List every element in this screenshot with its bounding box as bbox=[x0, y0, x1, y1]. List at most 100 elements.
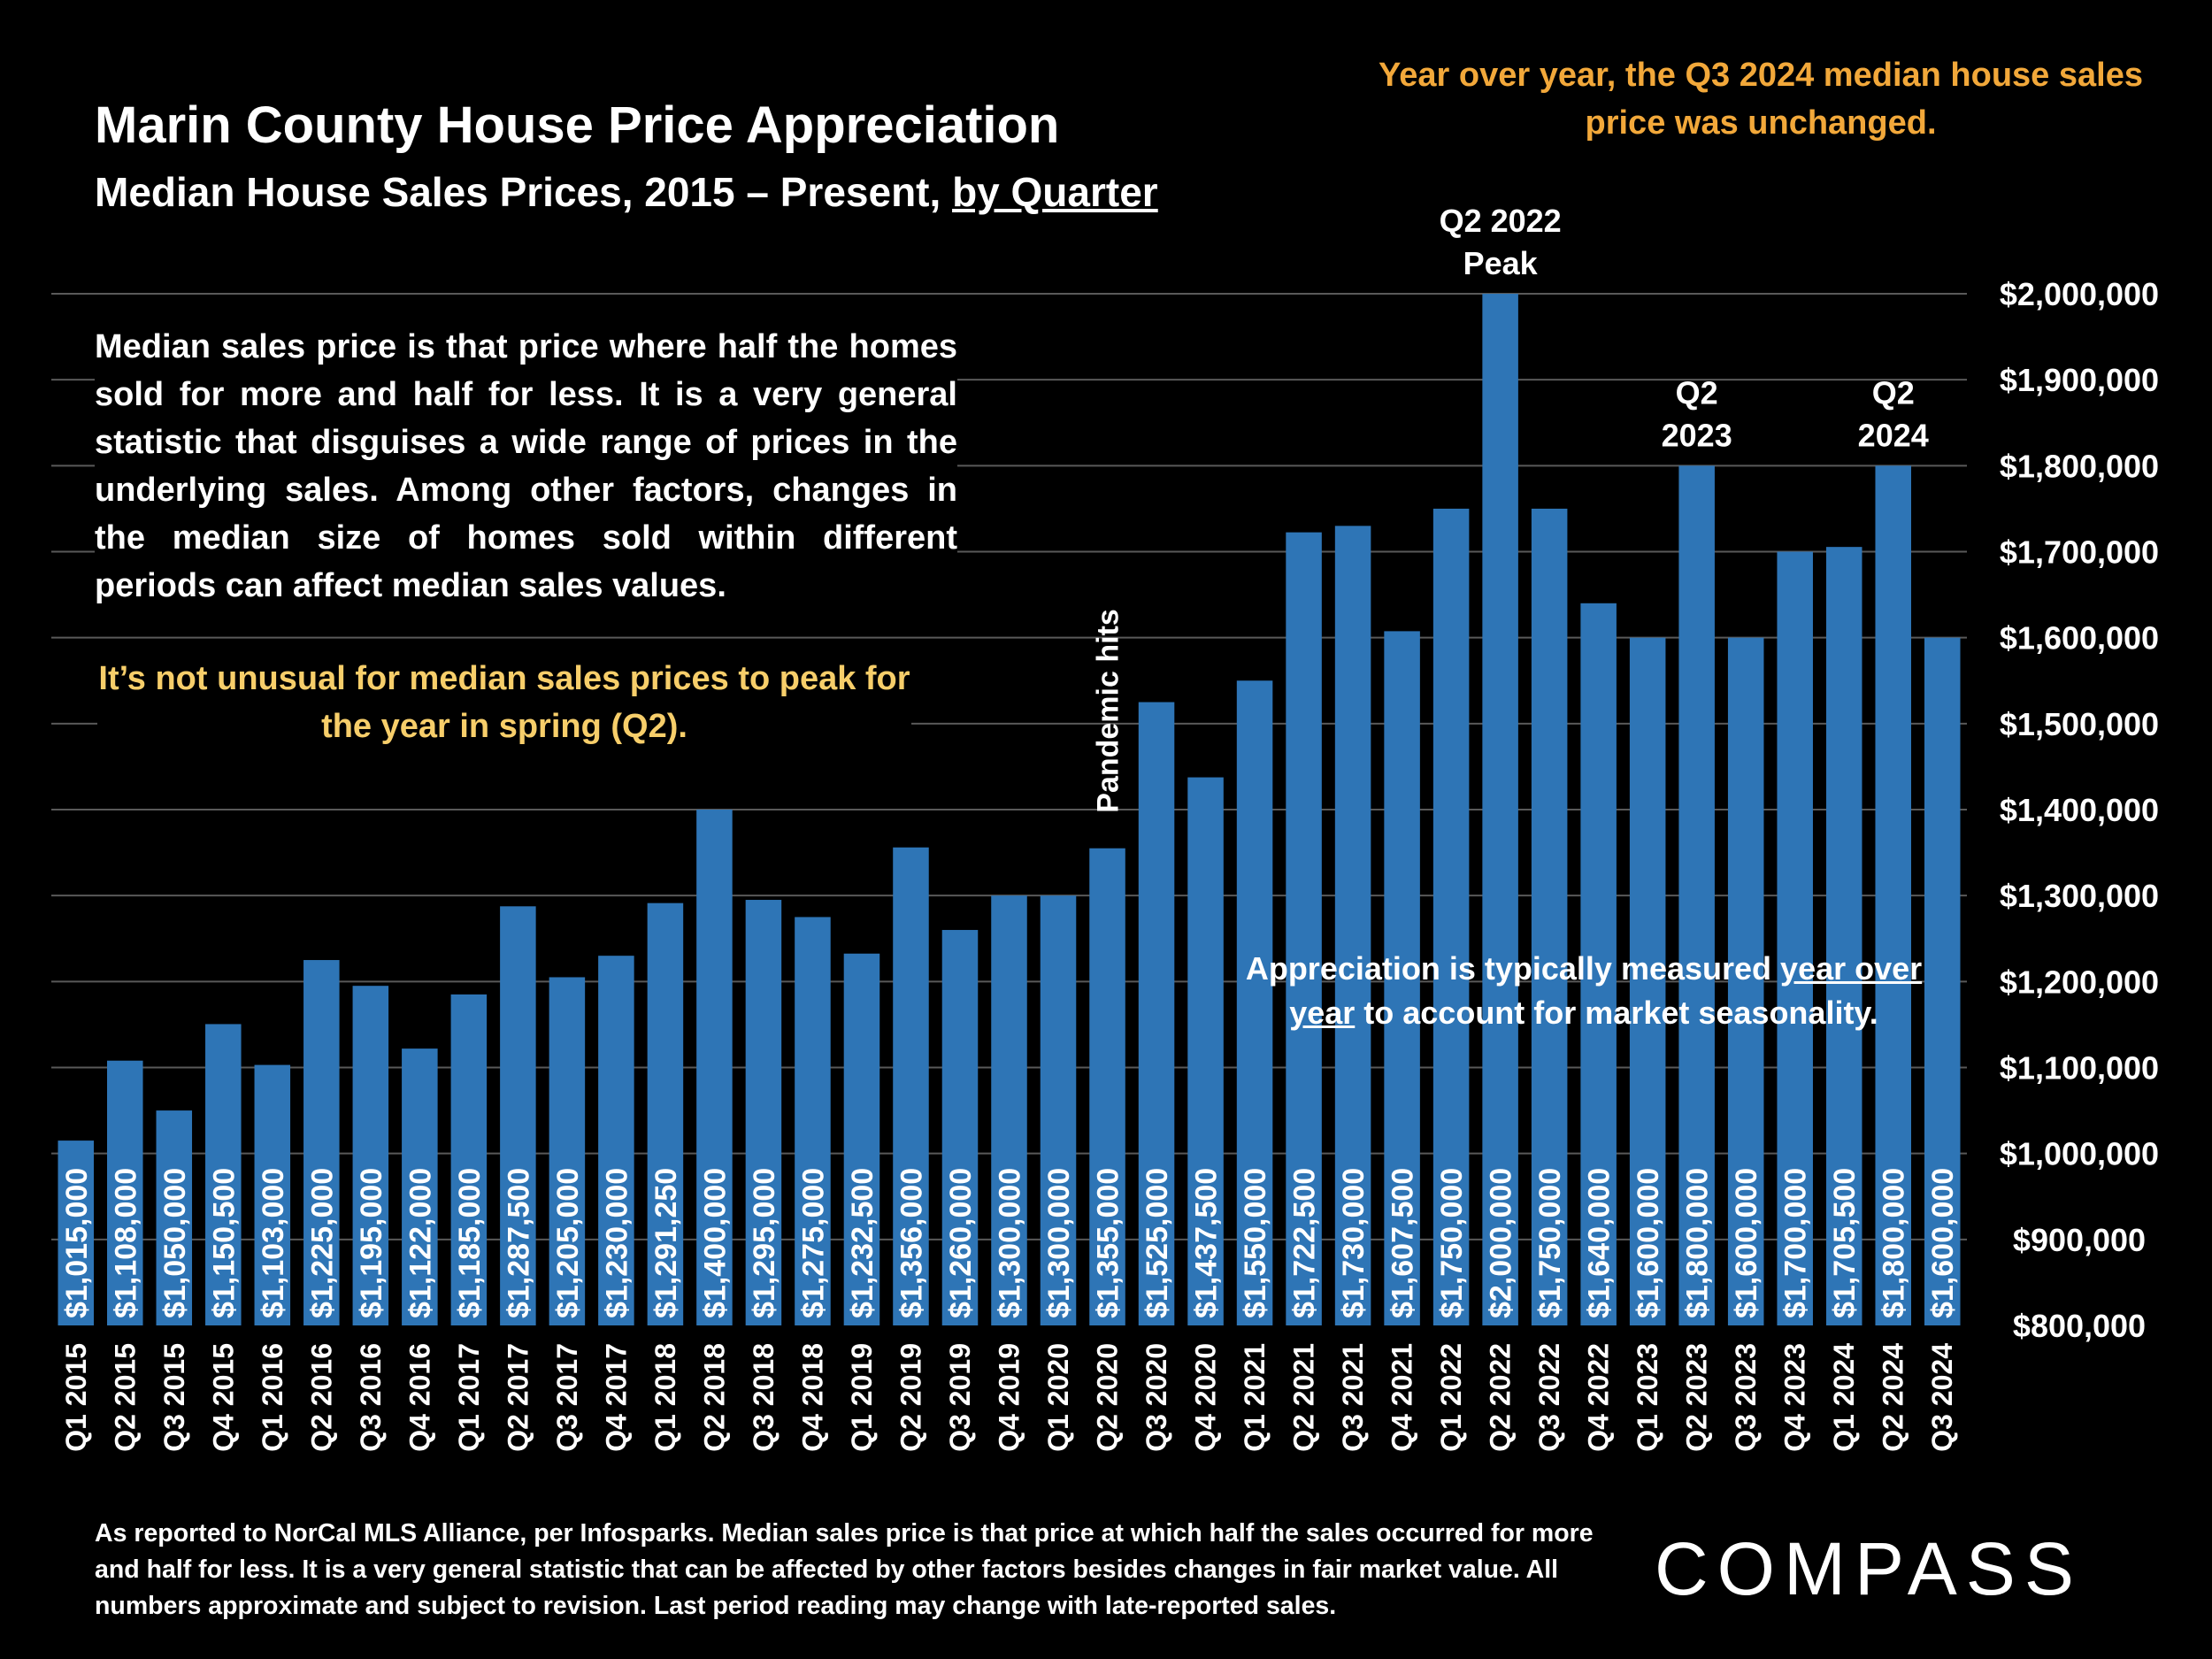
bar bbox=[1629, 637, 1666, 1325]
bar-value-label: $1,260,000 bbox=[944, 1168, 978, 1318]
bar-value-label: $1,525,000 bbox=[1141, 1168, 1174, 1318]
x-tick-label: Q4 2020 bbox=[1190, 1343, 1222, 1452]
chart-title: Marin County House Price Appreciation bbox=[95, 96, 1060, 154]
bar-value-label: $1,291,250 bbox=[649, 1168, 683, 1318]
source-footnote: As reported to NorCal MLS Alliance, per … bbox=[95, 1519, 1594, 1620]
bar-value-label: $2,000,000 bbox=[1485, 1168, 1518, 1318]
bar bbox=[941, 930, 979, 1325]
bar-value-label: $1,205,000 bbox=[551, 1168, 585, 1318]
q2-peak-note: It’s not unusual for median sales prices… bbox=[97, 655, 911, 750]
bar bbox=[1040, 895, 1077, 1325]
x-tick-label: Q2 2017 bbox=[502, 1343, 534, 1452]
x-tick-label: Q1 2019 bbox=[846, 1343, 878, 1452]
y-tick-label: $1,000,000 bbox=[2000, 1136, 2159, 1172]
bar bbox=[991, 895, 1027, 1325]
bar bbox=[1334, 526, 1371, 1325]
bar-value-label: $1,108,000 bbox=[109, 1168, 142, 1318]
bar bbox=[795, 917, 831, 1325]
bar bbox=[893, 847, 929, 1325]
x-tick-label: Q3 2021 bbox=[1337, 1343, 1369, 1452]
x-tick-label: Q1 2024 bbox=[1828, 1343, 1860, 1452]
bar-value-label: $1,607,500 bbox=[1386, 1168, 1420, 1318]
bar-value-label: $1,232,500 bbox=[846, 1168, 879, 1318]
y-tick-label: $1,900,000 bbox=[2000, 362, 2159, 398]
bar-value-label: $1,640,000 bbox=[1583, 1168, 1617, 1318]
bar-value-label: $1,550,000 bbox=[1239, 1168, 1272, 1318]
bar-value-label: $1,356,000 bbox=[895, 1168, 928, 1318]
bar bbox=[402, 1048, 438, 1325]
x-tick-label: Q2 2015 bbox=[109, 1343, 141, 1452]
bar bbox=[843, 953, 880, 1325]
y-tick-label: $1,100,000 bbox=[2000, 1050, 2159, 1087]
bar bbox=[450, 994, 488, 1325]
y-tick-label: $1,800,000 bbox=[2000, 448, 2159, 484]
bar bbox=[205, 1024, 242, 1325]
bar bbox=[696, 810, 733, 1325]
bar-value-label: $1,295,000 bbox=[748, 1168, 781, 1318]
peak-annotation: Q2 bbox=[1676, 374, 1718, 411]
bar-value-label: $1,230,000 bbox=[600, 1168, 634, 1318]
x-tick-label: Q2 2024 bbox=[1878, 1343, 1909, 1452]
appreciation-underlined-1: year over bbox=[1780, 950, 1923, 987]
peak-annotation: Q2 2022 bbox=[1440, 203, 1562, 239]
bar-value-label: $1,800,000 bbox=[1681, 1168, 1715, 1318]
y-tick-label: $1,700,000 bbox=[2000, 534, 2159, 571]
bar bbox=[107, 1060, 143, 1325]
y-tick-label: $2,000,000 bbox=[2000, 276, 2159, 312]
bar-value-label: $1,300,000 bbox=[994, 1168, 1027, 1318]
x-tick-label: Q2 2016 bbox=[305, 1343, 337, 1452]
x-tick-label: Q2 2023 bbox=[1681, 1343, 1713, 1452]
bar-value-label: $1,287,500 bbox=[502, 1168, 535, 1318]
bar bbox=[1875, 465, 1911, 1325]
x-tick-label: Q1 2020 bbox=[1042, 1343, 1074, 1452]
y-tick-label: $1,600,000 bbox=[2000, 620, 2159, 657]
bar-value-label: $1,150,500 bbox=[207, 1168, 241, 1318]
x-tick-label: Q1 2015 bbox=[60, 1343, 92, 1452]
x-tick-label: Q2 2022 bbox=[1485, 1343, 1517, 1452]
bar-value-label: $1,185,000 bbox=[453, 1168, 487, 1318]
bar bbox=[254, 1064, 291, 1325]
bar bbox=[156, 1110, 193, 1325]
bar bbox=[58, 1141, 95, 1325]
bar-value-label: $1,050,000 bbox=[158, 1168, 192, 1318]
bar-value-label: $1,103,000 bbox=[257, 1168, 290, 1318]
peak-annotation: 2024 bbox=[1858, 417, 1929, 453]
appreciation-underlined-2: year bbox=[1289, 995, 1356, 1031]
bar bbox=[1236, 680, 1273, 1325]
bar bbox=[745, 900, 782, 1325]
bar-value-label: $1,225,000 bbox=[305, 1168, 339, 1318]
bar-value-label: $1,600,000 bbox=[1730, 1168, 1763, 1318]
compass-logo: COMPASS bbox=[1655, 1527, 2083, 1610]
peak-annotation: Q2 bbox=[1872, 374, 1915, 411]
bar-value-label: $1,400,000 bbox=[698, 1168, 732, 1318]
x-tick-label: Q3 2015 bbox=[158, 1343, 190, 1452]
bar-value-label: $1,700,000 bbox=[1779, 1168, 1813, 1318]
bar-value-label: $1,355,000 bbox=[1092, 1168, 1125, 1318]
x-tick-label: Q3 2016 bbox=[355, 1343, 387, 1452]
x-tick-label: Q1 2023 bbox=[1632, 1343, 1663, 1452]
bar bbox=[598, 956, 634, 1325]
y-tick-label: $1,500,000 bbox=[2000, 706, 2159, 742]
bar-value-label: $1,015,000 bbox=[60, 1168, 94, 1318]
bar bbox=[1727, 637, 1764, 1325]
bar-value-label: $1,750,000 bbox=[1533, 1168, 1567, 1318]
bar bbox=[1286, 532, 1322, 1325]
x-tick-label: Q3 2022 bbox=[1533, 1343, 1565, 1452]
x-tick-label: Q4 2022 bbox=[1583, 1343, 1615, 1452]
bar-value-label: $1,300,000 bbox=[1042, 1168, 1076, 1318]
x-tick-label: Q4 2021 bbox=[1386, 1343, 1418, 1452]
x-tick-label: Q4 2016 bbox=[403, 1343, 435, 1452]
x-tick-label: Q4 2018 bbox=[796, 1343, 828, 1452]
median-definition-text: Median sales price is that price where h… bbox=[95, 323, 957, 610]
bar bbox=[1777, 551, 1813, 1325]
subtitle-prefix: Median House Sales Prices, 2015 – Presen… bbox=[95, 169, 953, 215]
y-tick-label: $800,000 bbox=[2013, 1308, 2146, 1344]
bar bbox=[1678, 465, 1715, 1325]
bar bbox=[549, 977, 586, 1325]
bar-value-label: $1,600,000 bbox=[1632, 1168, 1665, 1318]
bar bbox=[1482, 294, 1518, 1325]
bar bbox=[1825, 547, 1863, 1325]
appreciation-post: to account for market seasonality. bbox=[1355, 995, 1878, 1031]
x-tick-label: Q2 2020 bbox=[1092, 1343, 1124, 1452]
bar-value-label: $1,722,500 bbox=[1288, 1168, 1322, 1318]
